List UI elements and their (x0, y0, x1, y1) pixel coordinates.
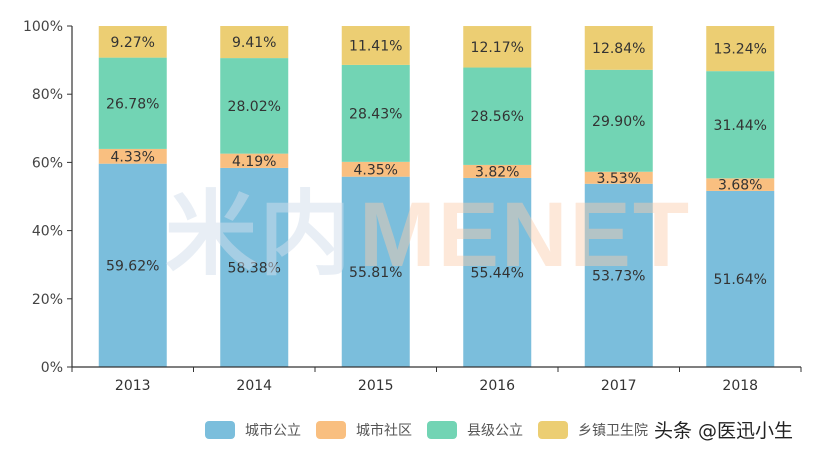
x-tick-label: 2017 (601, 378, 637, 394)
bar-segment-2 (463, 67, 532, 165)
y-tick-label: 80% (32, 87, 63, 103)
data-label: 28.02% (228, 99, 281, 115)
bar-segment-1 (220, 153, 289, 168)
data-label: 4.35% (354, 162, 398, 178)
bar-segment-2 (341, 64, 410, 162)
data-label: 51.64% (714, 272, 767, 288)
bar-segment-3 (584, 26, 653, 70)
data-label: 58.38% (228, 260, 281, 276)
y-tick-label: 100% (23, 19, 63, 35)
bar-segment-2 (220, 58, 289, 154)
y-tick-label: 60% (32, 155, 63, 171)
legend-swatch (205, 421, 235, 439)
bar-segment-0 (463, 177, 532, 367)
data-label: 28.56% (471, 109, 524, 125)
bar-segment-3 (220, 26, 289, 59)
data-label: 55.44% (471, 265, 524, 281)
data-label: 26.78% (106, 96, 159, 112)
bar-segment-2 (98, 57, 167, 149)
legend-label: 乡镇卫生院 (578, 423, 648, 439)
x-tick-label: 2013 (115, 378, 151, 394)
bar-segment-3 (706, 26, 775, 72)
data-label: 11.41% (349, 38, 402, 54)
data-label: 55.81% (349, 265, 402, 281)
bar-segment-3 (98, 26, 167, 58)
bar-segment-3 (341, 26, 410, 65)
bar-segment-1 (706, 178, 775, 191)
data-label: 29.90% (592, 114, 645, 130)
legend-swatch (316, 421, 346, 439)
data-label: 59.62% (106, 258, 159, 274)
bar-segment-0 (341, 176, 410, 367)
data-label: 13.24% (714, 42, 767, 58)
legend-label: 城市公立 (245, 423, 301, 439)
legend-label: 县级公立 (467, 423, 523, 439)
data-label: 31.44% (714, 118, 767, 134)
bar-segment-0 (706, 190, 775, 367)
legend-item-1[interactable]: 城市社区 (316, 420, 412, 440)
bar-segment-2 (706, 71, 775, 179)
data-label: 28.43% (349, 106, 402, 122)
y-tick-label: 0% (41, 360, 63, 376)
data-label: 4.33% (111, 149, 155, 165)
legend-item-0[interactable]: 城市公立 (205, 420, 301, 440)
legend-label: 城市社区 (356, 423, 412, 439)
legend: 城市公立 城市社区 县级公立 乡镇卫生院 (205, 420, 663, 440)
bar-segment-1 (341, 161, 410, 177)
data-label: 3.82% (475, 164, 519, 180)
bar-segment-1 (98, 148, 167, 164)
bar-segment-0 (220, 167, 289, 367)
data-label: 3.68% (718, 178, 762, 194)
credit-watermark: 头条 @医迅小生 (652, 416, 796, 443)
data-label: 12.84% (592, 41, 645, 57)
legend-item-2[interactable]: 县级公立 (427, 420, 523, 440)
x-tick-label: 2016 (479, 378, 515, 394)
bar-segment-1 (463, 164, 532, 178)
data-label: 12.17% (471, 40, 524, 56)
bar-segment-3 (463, 26, 532, 68)
data-label: 9.27% (111, 35, 155, 51)
data-label: 3.53% (597, 171, 641, 187)
x-tick-label: 2014 (236, 378, 272, 394)
data-label: 53.73% (592, 268, 645, 284)
y-tick-label: 20% (32, 292, 63, 308)
bar-segment-2 (584, 69, 653, 172)
legend-swatch (427, 421, 457, 439)
data-label: 4.19% (232, 154, 276, 170)
bar-segment-0 (584, 183, 653, 367)
bar-segment-0 (98, 163, 167, 367)
bar-segment-1 (584, 171, 653, 184)
legend-item-3[interactable]: 乡镇卫生院 (538, 420, 648, 440)
legend-swatch (538, 421, 568, 439)
x-tick-label: 2018 (722, 378, 758, 394)
y-tick-label: 40% (32, 224, 63, 240)
data-label: 9.41% (232, 35, 276, 51)
x-tick-label: 2015 (358, 378, 394, 394)
